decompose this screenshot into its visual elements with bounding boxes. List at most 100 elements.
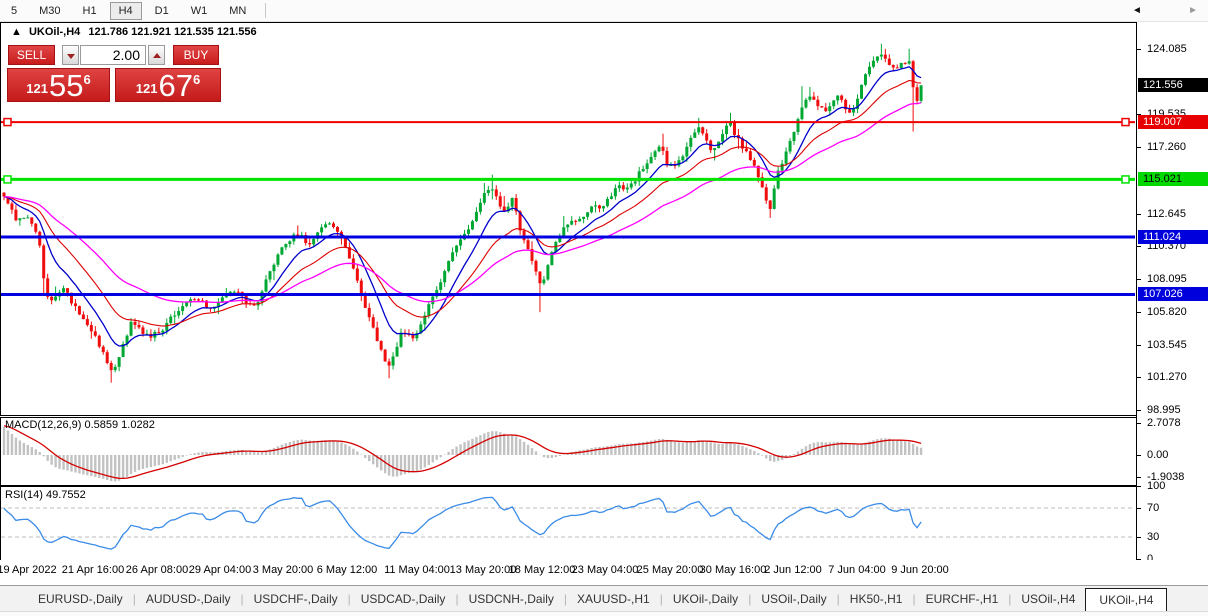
bottom-tab-ukoildaily[interactable]: UKOil-,Daily	[672, 592, 739, 606]
timeframe-button-h1[interactable]: H1	[82, 4, 97, 17]
rsi-tick-dash	[1137, 508, 1141, 509]
chart-tab-bar: EURUSD-,Daily | AUDUSD-,Daily | USDCHF-,Dail…	[0, 585, 1208, 612]
price-tick: 103.545	[1147, 338, 1187, 351]
chart-title: ▲ UKOil-,H4 121.786 121.921 121.535 121.…	[11, 26, 257, 38]
one-click-trade-panel: SELL BUY 121 55 6 121 67 6	[7, 44, 221, 102]
bottom-tab-usdcnhdaily[interactable]: USDCNH-,Daily	[468, 592, 554, 606]
bottom-tab-usdcaddaily[interactable]: USDCAD-,Daily	[360, 592, 446, 606]
date-label: 3 May 20:00	[252, 564, 314, 576]
moving-average-22	[3, 79, 922, 327]
tab-separator: |	[912, 592, 916, 606]
price-tick: 124.085	[1147, 43, 1187, 55]
bottom-tab-usdchfdaily[interactable]: USDCHF-,Daily	[253, 592, 338, 606]
timeframe-button-mn[interactable]: MN	[229, 4, 247, 17]
rsi-panel[interactable]	[0, 486, 1136, 562]
price-tick-dash	[1137, 246, 1141, 248]
date-label: 18 May 12:00	[508, 564, 576, 576]
bottom-tab-usoildaily[interactable]: USOil-,Daily	[761, 592, 827, 606]
price-badge-107.026: 107.026	[1138, 287, 1208, 302]
rsi-tick: 0	[1147, 552, 1154, 565]
date-label: 11 May 04:00	[384, 564, 450, 576]
timeframe-button-m30[interactable]: M30	[39, 4, 61, 17]
price-tick-dash	[1137, 114, 1141, 116]
price-tick-dash	[1137, 279, 1141, 281]
tab-separator: |	[455, 592, 459, 606]
rsi-tick: 70	[1147, 502, 1160, 514]
bottom-tab-hk50h1[interactable]: HK50-,H1	[849, 592, 903, 606]
tab-separator: |	[132, 592, 136, 606]
price-tick-dash	[1137, 344, 1141, 346]
date-label: 19 Apr 2022	[0, 564, 57, 576]
tab-scroll-right-icon[interactable]: ►	[1188, 5, 1198, 16]
bottom-tab-eurchfh1[interactable]: EURCHF-,H1	[925, 592, 999, 606]
arrow-up-icon	[153, 53, 161, 58]
rsi-tick: 100	[1147, 480, 1166, 493]
volume-decrease-button[interactable]	[62, 45, 79, 65]
sell-price-button[interactable]: 121 55 6	[7, 68, 110, 102]
tab-separator: |	[240, 592, 244, 606]
bottom-tab-ukoilh4[interactable]: UKOil-,H4	[1085, 587, 1168, 612]
timeframe-button-5[interactable]: 5	[11, 4, 18, 17]
bottom-tab-eurusddaily[interactable]: EURUSD-,Daily	[38, 592, 123, 606]
macd-tick-dash	[1137, 477, 1141, 479]
buy-price-prefix: 121	[135, 81, 158, 96]
macd-panel[interactable]	[0, 417, 1136, 486]
sell-price-prefix: 121	[26, 81, 48, 96]
chart-symbol-label: UKOil-,H4	[28, 26, 81, 38]
date-label: 29 Apr 04:00	[188, 564, 252, 576]
tab-separator: |	[347, 592, 351, 606]
buy-button[interactable]: BUY	[173, 45, 219, 65]
volume-increase-button[interactable]	[148, 45, 165, 65]
date-label: 13 May 20:00	[449, 564, 517, 576]
timeframe-button-w1[interactable]: W1	[190, 4, 208, 17]
price-tick-dash	[1137, 410, 1141, 412]
bottom-tab-audusddaily[interactable]: AUDUSD-,Daily	[145, 592, 231, 606]
tab-scroll-left-icon[interactable]: ◄	[1132, 5, 1142, 16]
price-tick: 112.645	[1147, 207, 1186, 220]
sell-button[interactable]: SELL	[8, 45, 55, 65]
price-axis[interactable]: 124.085119.535117.260112.645110.370108.0…	[1136, 22, 1208, 565]
rsi-indicator-label: RSI(14) 49.7552	[5, 489, 86, 501]
timeframe-button-h4[interactable]: H4	[109, 1, 142, 20]
rsi-chart	[1, 496, 1135, 550]
sell-price-pip: 6	[83, 72, 91, 87]
buy-price-pip: 6	[192, 72, 201, 87]
date-label: 7 Jun 04:00	[828, 564, 886, 576]
tab-scroll-buttons: ◄ ►	[1132, 5, 1198, 16]
date-axis[interactable]: 19 Apr 2022 21 Apr 16:00 26 Apr 08:00 29 Ap…	[0, 560, 1208, 584]
date-label: 25 May 20:00	[636, 564, 704, 576]
buy-price-button[interactable]: 121 67 6	[115, 68, 221, 102]
tab-separator: |	[1008, 592, 1012, 606]
macd-tick: 2.7078	[1147, 417, 1181, 430]
price-tick: 108.095	[1147, 273, 1187, 286]
window-bottom-strip	[0, 611, 1208, 616]
bottom-tab-usoilh4[interactable]: USOil-,H4	[1021, 592, 1076, 606]
bottom-tab-xauusdh1[interactable]: XAUUSD-,H1	[577, 592, 650, 606]
price-tick-dash	[1137, 213, 1141, 215]
macd-tick-dash	[1137, 423, 1141, 425]
collapse-arrow-icon[interactable]: ▲	[11, 26, 22, 38]
price-badge-119.007: 119.007	[1138, 115, 1208, 130]
tab-separator: |	[659, 592, 663, 606]
toolbar-separator	[265, 3, 267, 18]
date-label: 2 Jun 12:00	[764, 564, 822, 576]
price-badge-115.021: 115.021	[1138, 172, 1208, 187]
price-tick-dash	[1137, 377, 1141, 379]
macd-tick-dash	[1137, 455, 1141, 456]
arrow-down-icon	[67, 54, 75, 59]
buy-price-main: 67	[158, 68, 193, 103]
rsi-tick-dash	[1137, 537, 1141, 538]
date-label: 26 Apr 08:00	[125, 564, 189, 576]
timeframe-toolbar: 5 M30 H1 H4 D1 W1 MN	[0, 0, 1208, 22]
price-tick-dash	[1137, 147, 1141, 149]
price-tick: 98.995	[1147, 404, 1181, 417]
date-label: 30 May 16:00	[699, 564, 767, 576]
price-tick: 101.270	[1147, 371, 1187, 384]
macd-chart	[2, 425, 923, 482]
timeframe-button-d1[interactable]: D1	[154, 4, 169, 17]
candlestick-chart[interactable]	[1, 23, 1135, 414]
date-label: 6 May 12:00	[316, 564, 378, 576]
volume-input[interactable]	[80, 45, 146, 65]
moving-average-45	[3, 102, 922, 304]
price-badge-121.556: 121.556	[1138, 78, 1208, 93]
